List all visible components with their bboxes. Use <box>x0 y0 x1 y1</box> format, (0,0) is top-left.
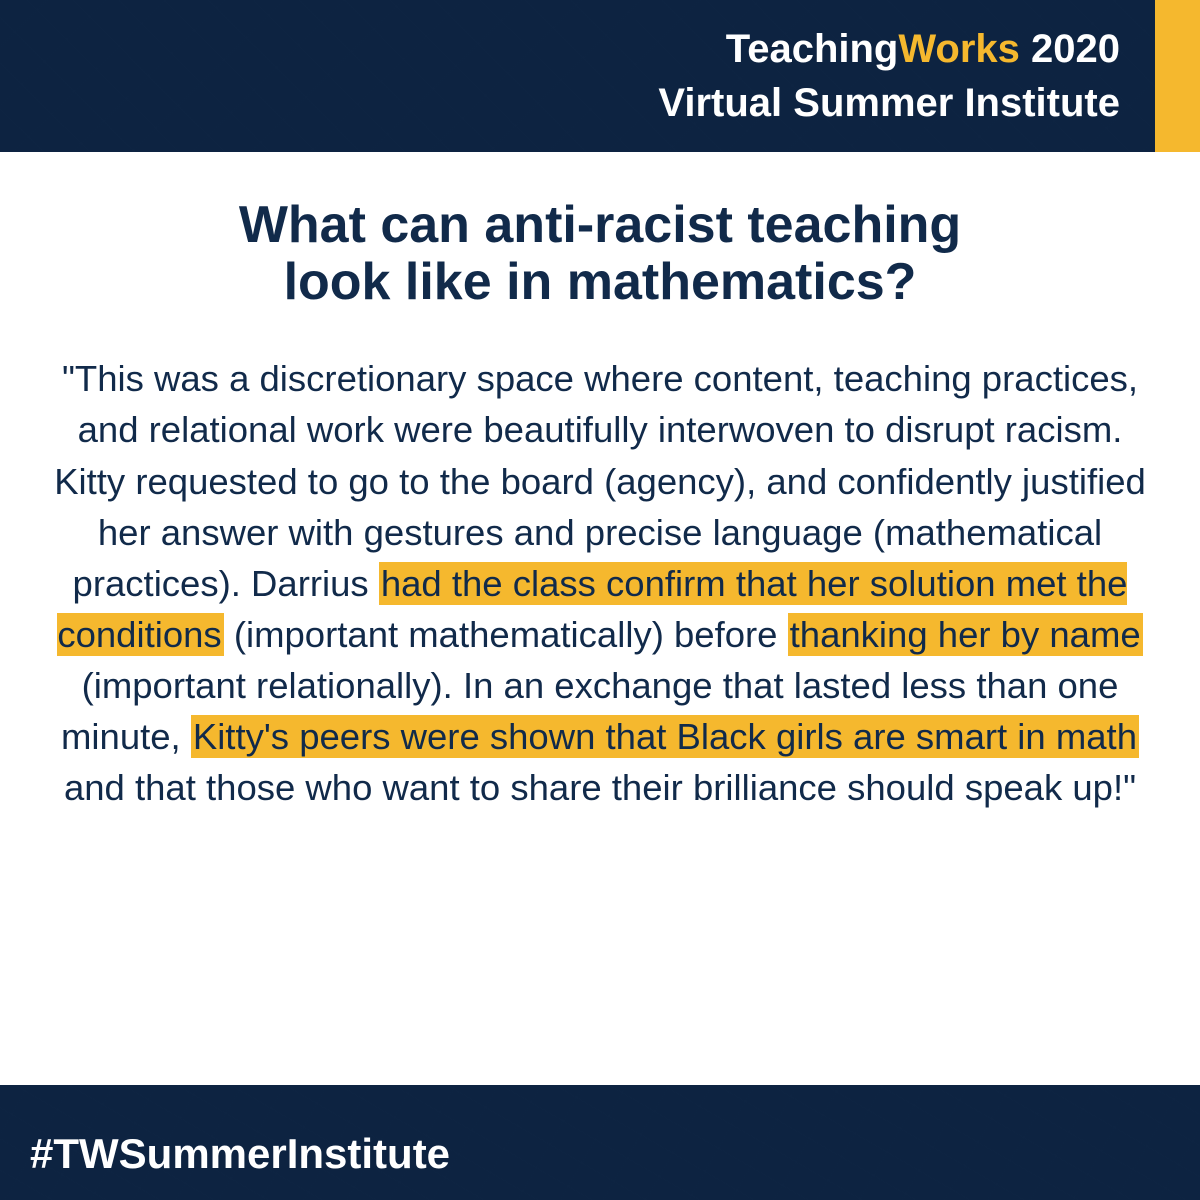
header-accent-bar <box>1155 0 1200 152</box>
quote-segment-4: and that those who want to share their b… <box>64 767 1136 808</box>
title-line2: look like in mathematics? <box>284 253 917 311</box>
main-content: What can anti-racist teaching look like … <box>0 152 1200 853</box>
highlight-2: thanking her by name <box>788 613 1143 656</box>
footer-hashtag: #TWSummerInstitute <box>30 1130 450 1178</box>
title-line1: What can anti-racist teaching <box>239 196 961 254</box>
highlight-3: Kitty's peers were shown that Black girl… <box>191 715 1139 758</box>
header-year: 2020 <box>1020 27 1120 71</box>
main-title: What can anti-racist teaching look like … <box>50 197 1150 311</box>
header-banner: TeachingWorks 2020 Virtual Summer Instit… <box>0 0 1200 152</box>
quote-text: "This was a discretionary space where co… <box>50 353 1150 813</box>
footer-banner: #TWSummerInstitute <box>0 1085 1200 1200</box>
header-title: TeachingWorks 2020 Virtual Summer Instit… <box>658 22 1120 130</box>
brand-part2: Works <box>898 27 1020 71</box>
brand-part1: Teaching <box>726 27 899 71</box>
quote-segment-2: (important mathematically) before <box>224 614 788 655</box>
header-subtitle: Virtual Summer Institute <box>658 81 1120 125</box>
